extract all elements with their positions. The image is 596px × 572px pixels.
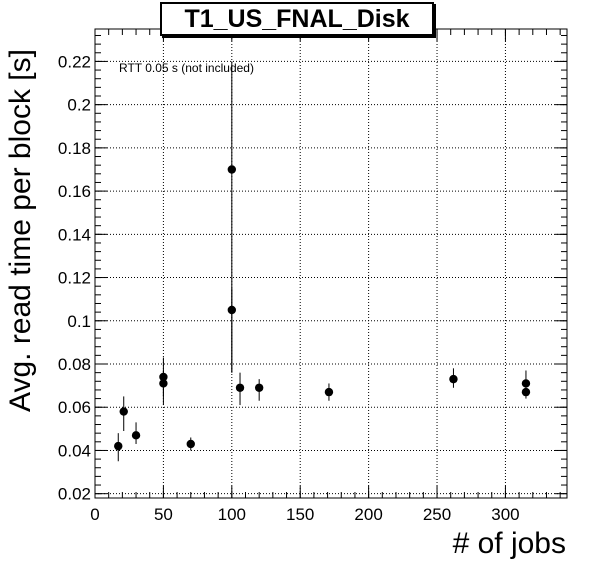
y-axis-label: Avg. read time per block [s] <box>4 49 37 412</box>
y-tick-label: 0.14 <box>58 225 91 244</box>
y-tick-label: 0.08 <box>58 355 91 374</box>
y-tick-label: 0.06 <box>58 398 91 417</box>
data-point <box>521 379 531 388</box>
data-point <box>235 383 245 392</box>
y-tick-label: 0.02 <box>58 485 91 504</box>
y-tick-label: 0.22 <box>58 52 91 71</box>
plot-frame <box>94 28 568 499</box>
axes <box>94 28 568 499</box>
y-tick-label: 0.2 <box>67 96 91 115</box>
data-point <box>114 441 123 451</box>
y-tick-label: 0.18 <box>58 139 91 158</box>
data-point <box>186 439 195 449</box>
data-point <box>227 305 237 315</box>
x-tick-label: 100 <box>218 505 246 524</box>
data-point <box>227 165 237 174</box>
x-tick-label: 50 <box>154 505 173 524</box>
data-point <box>449 374 458 384</box>
y-tick-label: 0.16 <box>58 182 91 201</box>
rtt-annotation: RTT 0.05 s (not included) <box>119 61 254 75</box>
chart-title: T1_US_FNAL_Disk <box>160 2 434 36</box>
y-tick-label: 0.1 <box>67 312 91 331</box>
data-point <box>521 387 531 397</box>
y-tick-label: 0.12 <box>58 269 91 288</box>
data-point <box>119 407 128 416</box>
x-tick-label: 150 <box>286 505 314 524</box>
error-bars <box>117 61 527 462</box>
tick-labels: 0.02 0.04 0.06 0.08 0.1 0.12 0.14 0.16 0.18 0.2 0.… <box>58 52 520 524</box>
grid <box>94 29 567 498</box>
data-point <box>131 431 141 440</box>
x-tick-label: 300 <box>491 505 519 524</box>
x-tick-label: 200 <box>354 505 382 524</box>
x-tick-label: 0 <box>90 505 99 524</box>
data-points <box>114 165 531 451</box>
data-point <box>159 372 168 382</box>
y-tick-label: 0.04 <box>58 441 91 460</box>
data-point <box>159 379 168 388</box>
x-tick-label: 250 <box>423 505 451 524</box>
data-point <box>324 387 334 397</box>
x-axis-label: # of jobs <box>452 527 566 560</box>
data-point <box>254 383 264 392</box>
